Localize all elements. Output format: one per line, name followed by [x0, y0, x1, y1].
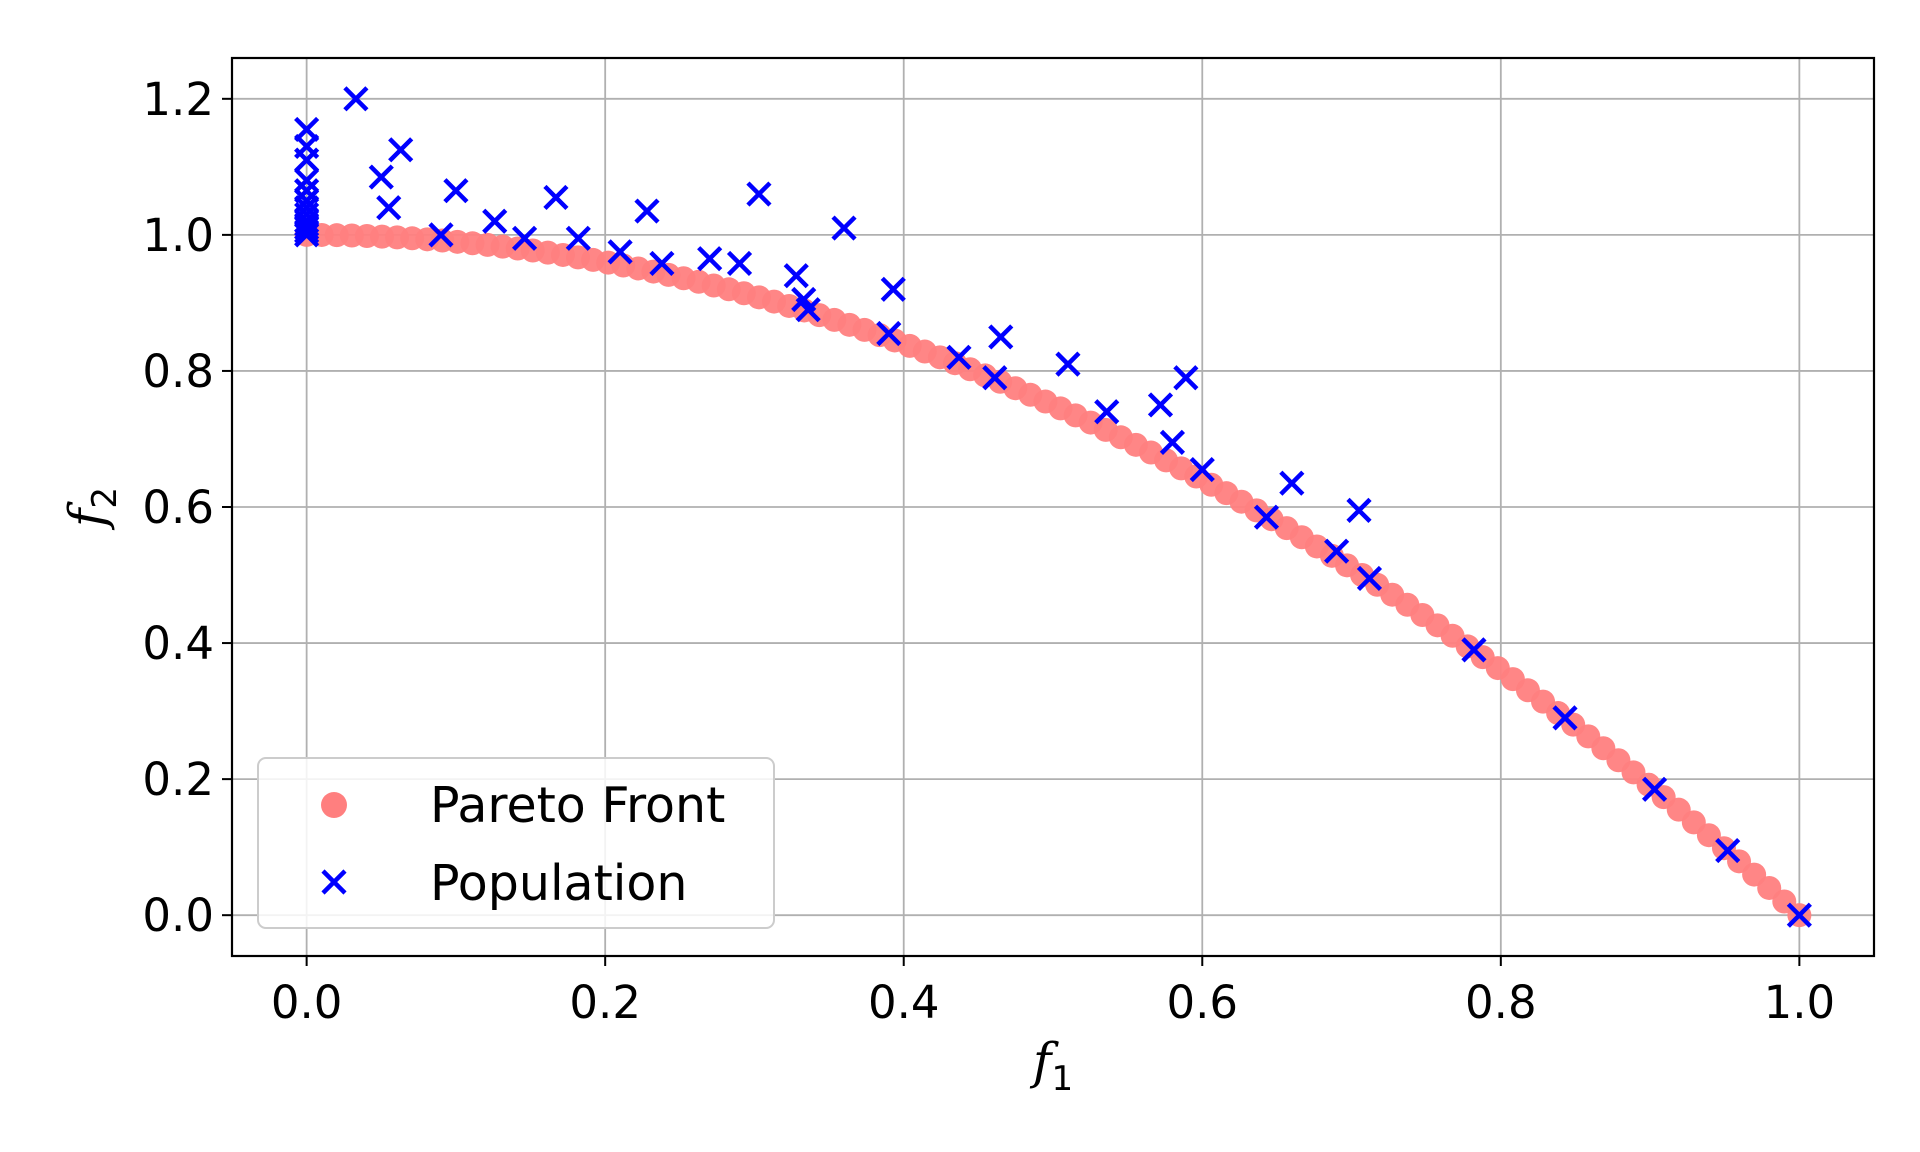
population-point — [607, 239, 633, 265]
population-point — [1147, 392, 1174, 418]
y-tick-label: 0.6 — [142, 481, 214, 534]
population-point — [1641, 776, 1668, 802]
y-tick-label: 0.4 — [142, 617, 214, 670]
population-point — [746, 181, 772, 207]
y-tick-label: 0.0 — [142, 889, 214, 942]
population-point — [795, 297, 821, 323]
population-point — [511, 225, 538, 251]
legend-pareto-front-label: Pareto Front — [430, 777, 725, 834]
population-point — [697, 246, 723, 272]
population-point — [831, 215, 857, 241]
population-point — [1159, 429, 1186, 455]
population-point — [1461, 637, 1487, 663]
population-point — [1552, 705, 1578, 731]
legend-pareto-front-marker — [321, 792, 347, 818]
population-point — [726, 250, 753, 277]
population-point — [482, 208, 508, 234]
y-axis-ticks: 0.0 0.2 0.4 0.6 0.8 1.0 1.2 — [142, 73, 232, 942]
population-point — [443, 178, 469, 204]
legend-box — [257, 757, 775, 929]
x-axis-ticks: 0.0 0.2 0.4 0.6 0.8 1.0 — [271, 956, 1835, 1029]
population-point — [376, 195, 402, 221]
population-point — [368, 164, 394, 190]
population-point — [388, 137, 414, 163]
population-point — [982, 365, 1008, 391]
population-point — [1715, 837, 1741, 864]
population-point — [876, 320, 902, 347]
population-point — [428, 222, 454, 248]
population-point — [1189, 456, 1215, 483]
y-tick-label: 1.2 — [142, 73, 214, 126]
y-tick-label: 1.0 — [142, 209, 214, 262]
population-series — [294, 86, 1812, 928]
x-tick-label: 0.8 — [1465, 976, 1537, 1029]
population-point — [294, 218, 320, 245]
population-point — [634, 198, 660, 224]
population-point — [294, 222, 320, 248]
population-point — [1279, 470, 1305, 496]
population-point — [649, 250, 675, 277]
pareto-front-series — [294, 222, 1812, 928]
y-tick-label: 0.8 — [142, 345, 214, 398]
population-point — [543, 184, 569, 211]
x-tick-label: 0.4 — [868, 976, 940, 1029]
x-tick-label: 0.6 — [1166, 976, 1238, 1029]
population-point — [1346, 497, 1372, 523]
population-point — [783, 263, 809, 289]
population-point — [565, 225, 591, 251]
population-point — [1324, 538, 1350, 564]
population-point — [1253, 504, 1280, 530]
x-tick-label: 1.0 — [1764, 976, 1836, 1029]
population-point — [946, 344, 972, 370]
x-tick-label: 0.2 — [569, 976, 641, 1029]
x-tick-label: 0.0 — [271, 976, 343, 1029]
population-point — [294, 147, 320, 173]
population-point — [1173, 365, 1199, 391]
population-point — [988, 324, 1014, 350]
population-point — [294, 215, 320, 241]
population-point — [880, 276, 906, 302]
population-point — [1786, 902, 1812, 928]
legend-population-marker — [321, 869, 347, 895]
y-tick-label: 0.2 — [142, 753, 214, 806]
population-point — [1094, 399, 1120, 425]
legend-population-label: Population — [430, 855, 687, 912]
population-point — [343, 86, 369, 112]
legend: Pareto Front Population — [257, 757, 775, 929]
population-point — [1356, 565, 1383, 592]
population-point — [1055, 351, 1081, 377]
population-point — [294, 212, 320, 238]
population-point — [294, 167, 320, 194]
